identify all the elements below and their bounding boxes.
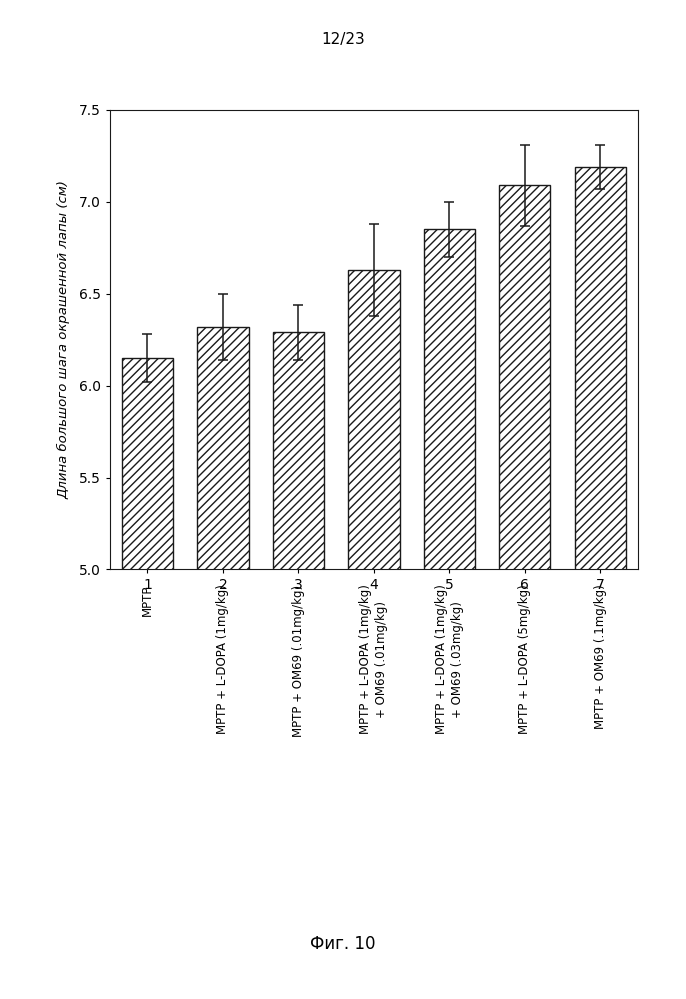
- Bar: [122, 358, 173, 999]
- Text: Фиг. 10: Фиг. 10: [310, 935, 376, 953]
- Text: MPTP + L-DOPA (1mg/kg): MPTP + L-DOPA (1mg/kg): [217, 584, 229, 734]
- Bar: [348, 270, 399, 999]
- Bar: [575, 167, 626, 999]
- Text: MPTP + L-DOPA (1mg/kg)
+ OM69 (.01mg/kg): MPTP + L-DOPA (1mg/kg) + OM69 (.01mg/kg): [359, 584, 388, 734]
- Text: MPTP + OM69 (.01mg/kg): MPTP + OM69 (.01mg/kg): [292, 584, 305, 736]
- Text: MPTP: MPTP: [141, 584, 154, 615]
- Text: 12/23: 12/23: [321, 32, 365, 47]
- Text: MPTP + L-DOPA (5mg/kg): MPTP + L-DOPA (5mg/kg): [519, 584, 531, 734]
- Bar: [198, 327, 248, 999]
- Text: MPTP + OM69 (.1mg/kg): MPTP + OM69 (.1mg/kg): [594, 584, 606, 729]
- Bar: [273, 333, 324, 999]
- Bar: [424, 230, 475, 999]
- Y-axis label: Длина большого шага окрашенной лапы (см): Длина большого шага окрашенной лапы (см): [58, 180, 71, 500]
- Bar: [499, 185, 550, 999]
- Text: MPTP + L-DOPA (1mg/kg)
+ OM69 (.03mg/kg): MPTP + L-DOPA (1mg/kg) + OM69 (.03mg/kg): [435, 584, 464, 734]
